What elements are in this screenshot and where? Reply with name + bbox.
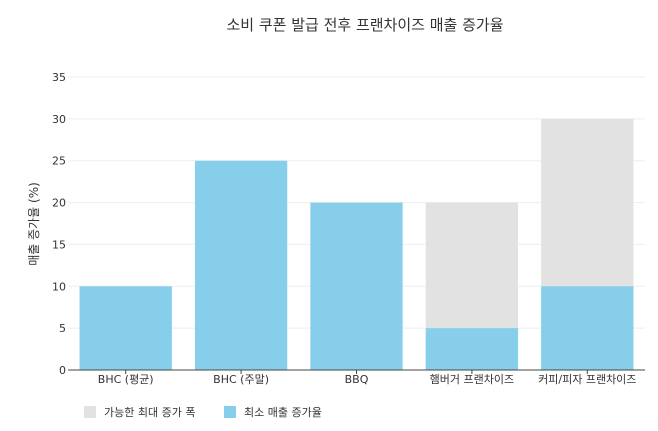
y-tick-label: 35 <box>52 71 66 84</box>
y-tick-label: 20 <box>52 197 66 210</box>
chart-title: 소비 쿠폰 발급 전후 프랜차이즈 매출 증가율 <box>226 16 503 34</box>
x-tick-label: BHC (주말) <box>213 373 269 386</box>
legend-label: 가능한 최대 증가 폭 <box>104 406 195 419</box>
legend-swatch <box>224 406 236 418</box>
y-axis-title: 매출 증가율 (%) <box>27 182 41 266</box>
y-tick-label: 15 <box>52 238 66 251</box>
y-tick-label: 10 <box>52 280 66 293</box>
min-increase-bar <box>541 286 634 370</box>
y-tick-label: 0 <box>59 364 66 377</box>
min-increase-bar <box>425 328 519 370</box>
min-increase-bar <box>310 202 403 370</box>
x-tick-label: BBQ <box>345 373 369 386</box>
x-tick-label: BHC (평균) <box>98 373 154 386</box>
legend-label: 최소 매출 증가율 <box>244 406 322 419</box>
min-increase-bar <box>79 286 172 370</box>
min-increase-bar <box>194 160 288 370</box>
x-tick-label: 커피/피자 프랜차이즈 <box>538 373 636 386</box>
bars <box>79 118 634 370</box>
legend-swatch <box>84 406 96 418</box>
x-tick-label: 햄버거 프랜차이즈 <box>430 373 514 386</box>
axes: 0 5 10 15 20 25 30 35 BHC (평균) BHC (주말) BBQ 햄버거 프랜차… <box>52 71 645 386</box>
y-tick-label: 30 <box>52 113 66 126</box>
y-tick-label: 25 <box>52 155 66 168</box>
y-tick-label: 5 <box>59 322 66 335</box>
legend: 가능한 최대 증가 폭 최소 매출 증가율 <box>84 406 322 419</box>
